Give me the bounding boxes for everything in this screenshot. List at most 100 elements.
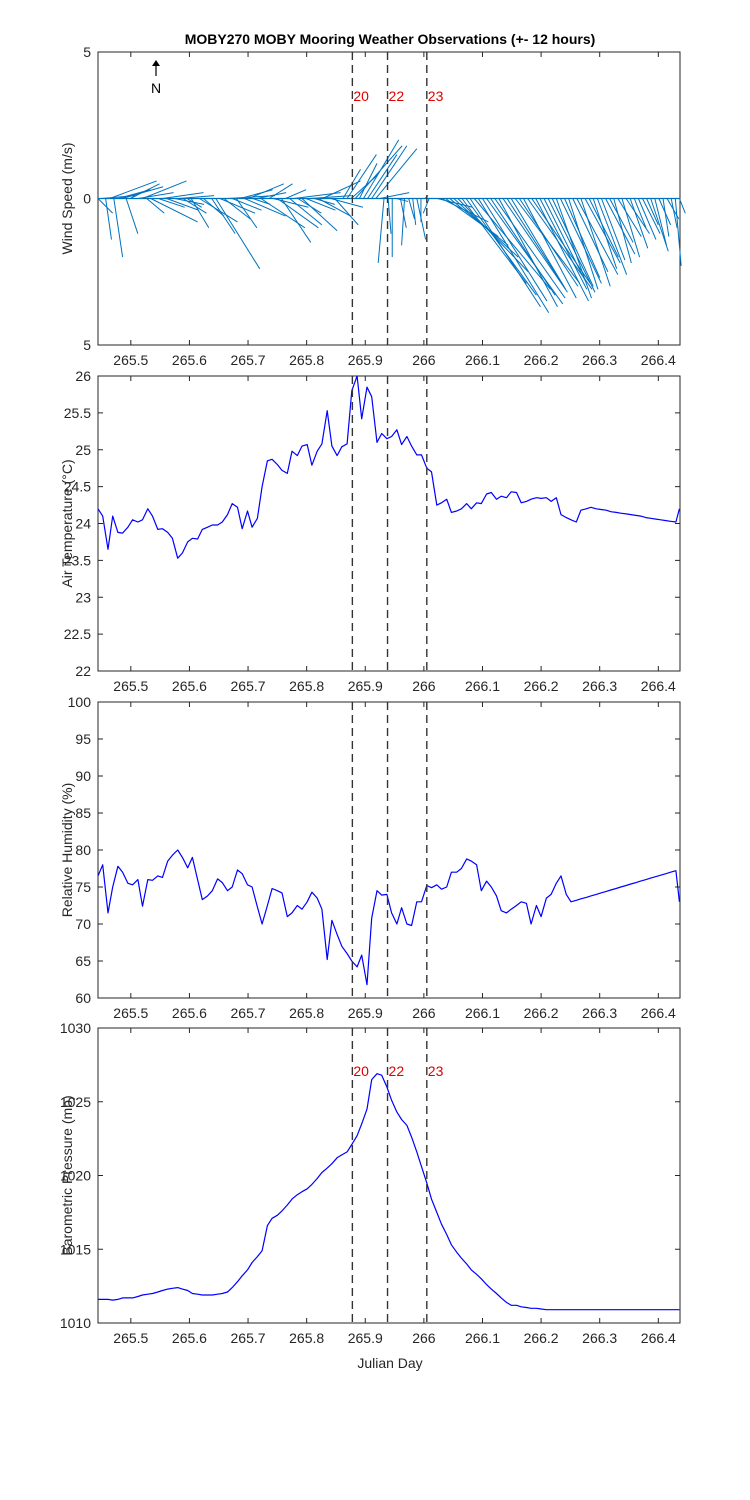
y-axis-label: Air Temperature (°C)	[59, 459, 75, 587]
wind-vector	[629, 198, 649, 249]
x-tick-label: 266	[412, 352, 436, 368]
wind-vector	[523, 198, 577, 299]
wind-vector	[363, 139, 400, 199]
wind-vector	[564, 198, 601, 278]
wind-vector	[346, 154, 377, 199]
panel-barometric_pressure: 1010 1015 1020 1025 1030 265.5 265.6 265.7 265.8…	[59, 1020, 681, 1346]
wind-vector	[674, 198, 682, 266]
wind-vector	[486, 198, 564, 305]
wind-vector	[568, 198, 599, 290]
wind-vector	[510, 198, 565, 287]
x-tick-label: 266.2	[524, 352, 559, 368]
x-tick-label: 266.4	[641, 1005, 676, 1021]
wind-vector	[305, 198, 336, 211]
wind-vector	[162, 192, 204, 199]
x-tick-label: 266.1	[465, 1005, 500, 1021]
y-tick-label: 1030	[60, 1020, 91, 1036]
y-tick-label: 90	[75, 768, 91, 784]
chart-title: MOBY270 MOBY Mooring Weather Observation…	[185, 31, 596, 47]
wind-vector	[109, 180, 157, 199]
x-tick-label: 265.6	[172, 678, 207, 694]
x-tick-label: 266.2	[524, 1330, 559, 1346]
north-arrow-icon	[152, 60, 160, 66]
wind-vector	[375, 148, 418, 199]
wind-vector	[334, 198, 359, 226]
wind-vector	[609, 198, 634, 243]
wind-vector	[408, 198, 415, 220]
y-tick-label: 25.5	[64, 405, 91, 421]
event-label: 22	[389, 88, 405, 104]
panel-relative_humidity: 60 65 70 75 80 85 90 95 100 265.5 265.6 265.7 265.8 2…	[59, 694, 681, 1021]
wind-vector	[531, 198, 591, 284]
wind-vector	[482, 198, 548, 302]
wind-vector	[605, 198, 636, 255]
x-tick-label: 265.8	[289, 1005, 324, 1021]
wind-vector	[318, 198, 351, 217]
y-tick-label: 25	[75, 442, 91, 458]
x-tick-label: 266.3	[582, 678, 617, 694]
north-label: N	[151, 80, 161, 96]
x-tick-label: 265.8	[289, 678, 324, 694]
wind-vector	[662, 198, 670, 237]
y-tick-label: 22	[75, 663, 91, 679]
plot-area	[97, 375, 681, 672]
wind-vector	[130, 183, 160, 199]
series-line-air_temperature	[97, 375, 680, 559]
panel-wind: 5 0 5 265.5 265.6 265.7 265.8 265.9 266 266.1 266.…	[59, 44, 686, 368]
y-tick-label: 24.5	[64, 479, 91, 495]
wind-vector	[547, 198, 596, 293]
wind-vector	[494, 198, 566, 299]
wind-vector	[285, 189, 307, 199]
x-tick-label: 265.6	[172, 352, 207, 368]
x-tick-label: 266	[412, 1005, 436, 1021]
x-tick-label: 266	[412, 1330, 436, 1346]
wind-vector	[219, 198, 256, 214]
wind-vector	[354, 145, 403, 199]
x-tick-label: 266.3	[582, 1330, 617, 1346]
wind-vector	[600, 198, 626, 261]
panel-air_temperature: 22 22.5 23 23.5 24 24.5 25 25.5 26 265.5 265.6 265.…	[59, 368, 681, 694]
wind-vector	[235, 198, 258, 229]
y-tick-label: 75	[75, 879, 91, 895]
y-tick-label: 80	[75, 842, 91, 858]
x-tick-label: 265.5	[113, 1005, 148, 1021]
wind-vector	[654, 198, 668, 246]
wind-vector	[268, 183, 293, 199]
x-tick-label: 266.1	[465, 352, 500, 368]
wind-vector	[477, 198, 550, 314]
wind-vector	[178, 195, 215, 199]
y-tick-label: 1025	[60, 1094, 91, 1110]
wind-vector	[190, 198, 210, 229]
wind-vector	[256, 192, 287, 199]
plot-area	[97, 1027, 681, 1324]
event-label: 23	[428, 88, 444, 104]
wind-vector	[248, 183, 284, 199]
wind-vector	[678, 198, 686, 214]
wind-vector	[535, 198, 590, 302]
wind-vector	[559, 198, 602, 284]
wind-vector	[281, 198, 312, 243]
x-tick-label: 265.8	[289, 352, 324, 368]
wind-vector	[125, 198, 139, 234]
y-tick-label: 65	[75, 953, 91, 969]
wind-vector	[621, 198, 641, 258]
y-axis-label: Wind Speed (m/s)	[59, 142, 75, 254]
x-tick-label: 266.2	[524, 678, 559, 694]
wind-vector	[592, 198, 618, 269]
x-tick-label: 266.4	[641, 678, 676, 694]
wind-vector	[105, 198, 112, 240]
wind-vector	[166, 198, 199, 211]
x-tick-label: 266.3	[582, 352, 617, 368]
wind-vector	[113, 198, 124, 258]
wind-vector	[670, 198, 678, 228]
y-tick-label: 0	[83, 191, 91, 207]
x-tick-label: 265.5	[113, 678, 148, 694]
x-tick-label: 265.6	[172, 1330, 207, 1346]
x-axis-label: Julian Day	[357, 1355, 422, 1371]
wind-vector	[596, 198, 628, 275]
wind-vector	[617, 198, 642, 237]
y-tick-label: 95	[75, 731, 91, 747]
wind-vector	[215, 198, 261, 270]
wind-vector	[555, 198, 592, 299]
